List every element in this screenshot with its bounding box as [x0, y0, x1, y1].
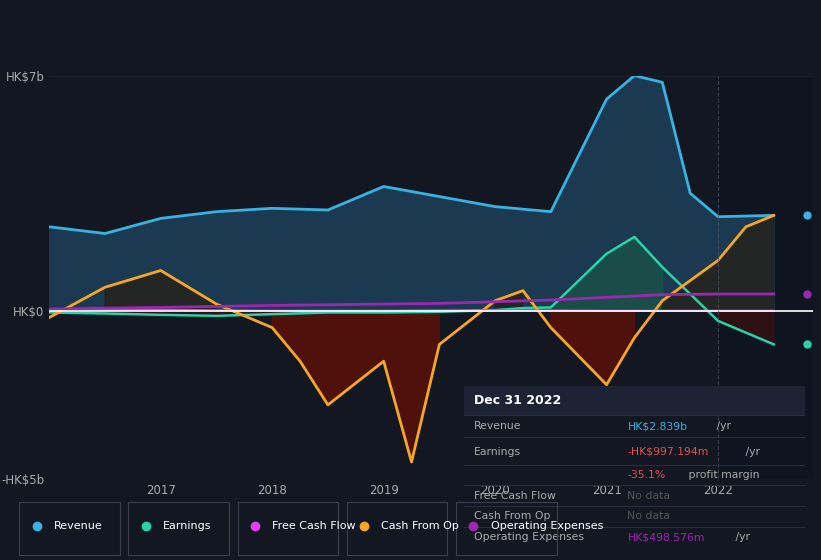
Text: /yr: /yr [713, 421, 732, 431]
Text: Free Cash Flow: Free Cash Flow [474, 491, 556, 501]
Text: No data: No data [627, 511, 671, 521]
Text: /yr: /yr [732, 532, 750, 542]
Text: HK$2.839b: HK$2.839b [627, 421, 687, 431]
Text: Revenue: Revenue [54, 521, 103, 531]
Text: HK$498.576m: HK$498.576m [627, 532, 705, 542]
Text: Earnings: Earnings [163, 521, 212, 531]
FancyBboxPatch shape [464, 386, 805, 415]
Text: Operating Expenses: Operating Expenses [491, 521, 603, 531]
Text: /yr: /yr [742, 447, 760, 457]
Text: Revenue: Revenue [474, 421, 521, 431]
Text: -35.1%: -35.1% [627, 470, 666, 480]
Text: Operating Expenses: Operating Expenses [474, 532, 584, 542]
Text: No data: No data [627, 491, 671, 501]
Text: profit margin: profit margin [685, 470, 759, 480]
Text: Cash From Op: Cash From Op [474, 511, 551, 521]
Bar [718, 76, 813, 479]
Text: Cash From Op: Cash From Op [381, 521, 459, 531]
Text: -HK$997.194m: -HK$997.194m [627, 447, 709, 457]
Text: Earnings: Earnings [474, 447, 521, 457]
Text: Free Cash Flow: Free Cash Flow [273, 521, 355, 531]
Text: Dec 31 2022: Dec 31 2022 [474, 394, 562, 407]
